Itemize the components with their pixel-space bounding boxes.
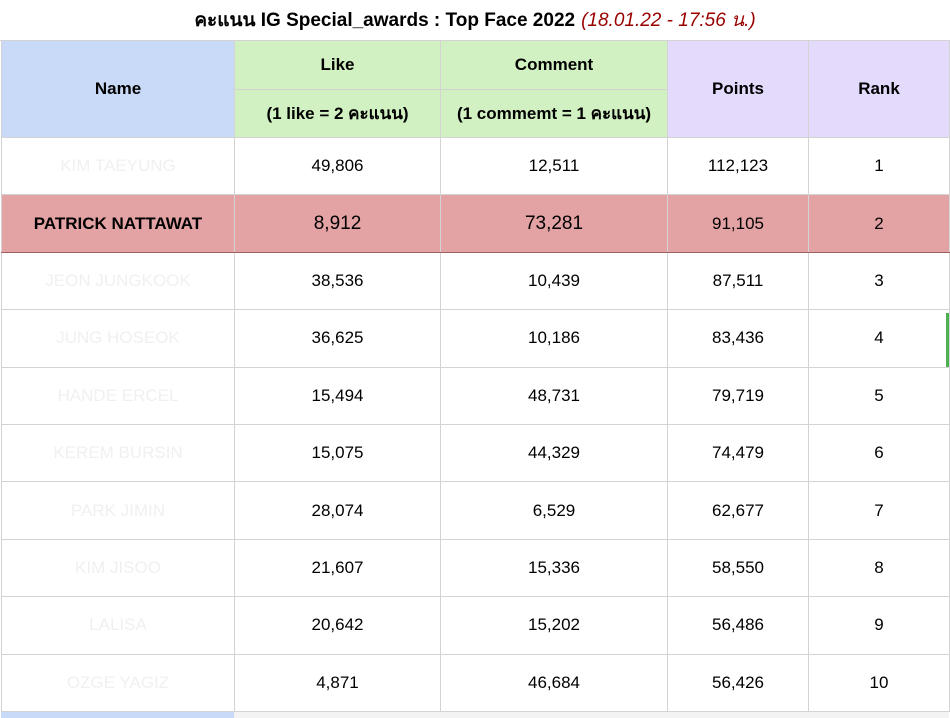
cell-like[interactable]: 15,494 <box>234 366 441 425</box>
cell-like[interactable]: 4,871 <box>234 653 441 712</box>
cell-rank[interactable]: 4 <box>808 309 950 368</box>
cell-name[interactable]: JEON JUNGKOOK <box>1 251 235 311</box>
cell-comment[interactable]: 10,186 <box>440 309 668 368</box>
cell-comment[interactable]: 48,731 <box>440 366 668 425</box>
cell-like[interactable]: 49,806 <box>234 136 441 196</box>
header-comment[interactable]: Comment <box>440 40 668 90</box>
table-row: KIM TAEYUNG 49,806 12,511 112,123 1 <box>1 136 950 196</box>
cell-name[interactable]: PARK JIMIN <box>1 481 235 540</box>
title-text: คะแนน IG Special_awards : Top Face 2022 <box>194 10 576 31</box>
table-row: LALISA 20,642 15,202 56,486 9 <box>1 596 950 655</box>
cell-points[interactable]: 79,719 <box>667 366 809 425</box>
cell-name[interactable]: JUNG HOSEOK <box>1 309 235 368</box>
table-row: OZGE YAGIZ 4,871 46,684 56,426 10 <box>1 653 950 712</box>
cell-comment[interactable]: 73,281 <box>440 194 668 253</box>
cell-like[interactable]: 8,912 <box>234 194 441 253</box>
cell-points[interactable]: 74,479 <box>667 423 809 483</box>
cell-comment[interactable]: 6,529 <box>440 481 668 540</box>
cell-like[interactable]: 20,642 <box>234 596 441 655</box>
cell-points[interactable]: 56,486 <box>667 596 809 655</box>
cell-name[interactable]: LALISA <box>1 596 235 655</box>
cell-comment[interactable]: 12,511 <box>440 136 668 196</box>
cell-comment[interactable]: 15,202 <box>440 596 668 655</box>
cell-rank[interactable]: 7 <box>808 481 950 540</box>
cell-rank[interactable]: 10 <box>808 653 950 712</box>
cell-comment[interactable]: 10,439 <box>440 251 668 311</box>
title-timestamp: (18.01.22 - 17:56 น.) <box>581 10 756 31</box>
table-row-highlighted: PATRICK NATTAWAT 8,912 73,281 91,105 2 <box>1 194 950 253</box>
header-points[interactable]: Points <box>667 40 809 138</box>
cell-comment[interactable]: 15,336 <box>440 538 668 598</box>
header-rank[interactable]: Rank <box>808 40 950 138</box>
next-row-partial <box>1 712 949 718</box>
table-row: JUNG HOSEOK 36,625 10,186 83,436 4 <box>1 309 950 368</box>
cell-like[interactable]: 21,607 <box>234 538 441 598</box>
next-row-other-cells <box>234 712 949 718</box>
header-name[interactable]: Name <box>1 40 235 138</box>
cell-comment[interactable]: 44,329 <box>440 423 668 483</box>
cell-points[interactable]: 87,511 <box>667 251 809 311</box>
cell-rank[interactable]: 9 <box>808 596 950 655</box>
cell-like[interactable]: 15,075 <box>234 423 441 483</box>
cell-like[interactable]: 28,074 <box>234 481 441 540</box>
cell-points[interactable]: 91,105 <box>667 194 809 253</box>
next-row-name-cell <box>1 712 234 718</box>
cell-points[interactable]: 56,426 <box>667 653 809 712</box>
cell-points[interactable]: 83,436 <box>667 309 809 368</box>
table-row: KEREM BURSIN 15,075 44,329 74,479 6 <box>1 423 950 483</box>
table-row: HANDE ERCEL 15,494 48,731 79,719 5 <box>1 366 950 425</box>
cell-like[interactable]: 36,625 <box>234 309 441 368</box>
cell-name[interactable]: KIM TAEYUNG <box>1 136 235 196</box>
score-table: Name Like Comment Points Rank (1 like = … <box>1 40 950 712</box>
cell-rank[interactable]: 3 <box>808 251 950 311</box>
cell-rank[interactable]: 6 <box>808 423 950 483</box>
cell-points[interactable]: 58,550 <box>667 538 809 598</box>
header-like-formula[interactable]: (1 like = 2 คะแนน) <box>234 89 441 138</box>
table-row: JEON JUNGKOOK 38,536 10,439 87,511 3 <box>1 251 950 311</box>
scrollbar-marker[interactable] <box>946 313 949 367</box>
header-like[interactable]: Like <box>234 40 441 90</box>
cell-rank[interactable]: 8 <box>808 538 950 598</box>
cell-points[interactable]: 112,123 <box>667 136 809 196</box>
cell-like[interactable]: 38,536 <box>234 251 441 311</box>
cell-name[interactable]: KIM JISOO <box>1 538 235 598</box>
cell-comment[interactable]: 46,684 <box>440 653 668 712</box>
cell-rank[interactable]: 1 <box>808 136 950 196</box>
cell-name[interactable]: OZGE YAGIZ <box>1 653 235 712</box>
header-comment-formula[interactable]: (1 commemt = 1 คะแนน) <box>440 89 668 138</box>
cell-points[interactable]: 62,677 <box>667 481 809 540</box>
cell-rank[interactable]: 2 <box>808 194 950 253</box>
cell-rank[interactable]: 5 <box>808 366 950 425</box>
table-row: PARK JIMIN 28,074 6,529 62,677 7 <box>1 481 950 540</box>
sheet-title: คะแนน IG Special_awards : Top Face 2022 … <box>0 0 950 41</box>
cell-name[interactable]: HANDE ERCEL <box>1 366 235 425</box>
table-row: KIM JISOO 21,607 15,336 58,550 8 <box>1 538 950 598</box>
cell-name[interactable]: PATRICK NATTAWAT <box>1 194 235 253</box>
cell-name[interactable]: KEREM BURSIN <box>1 423 235 483</box>
